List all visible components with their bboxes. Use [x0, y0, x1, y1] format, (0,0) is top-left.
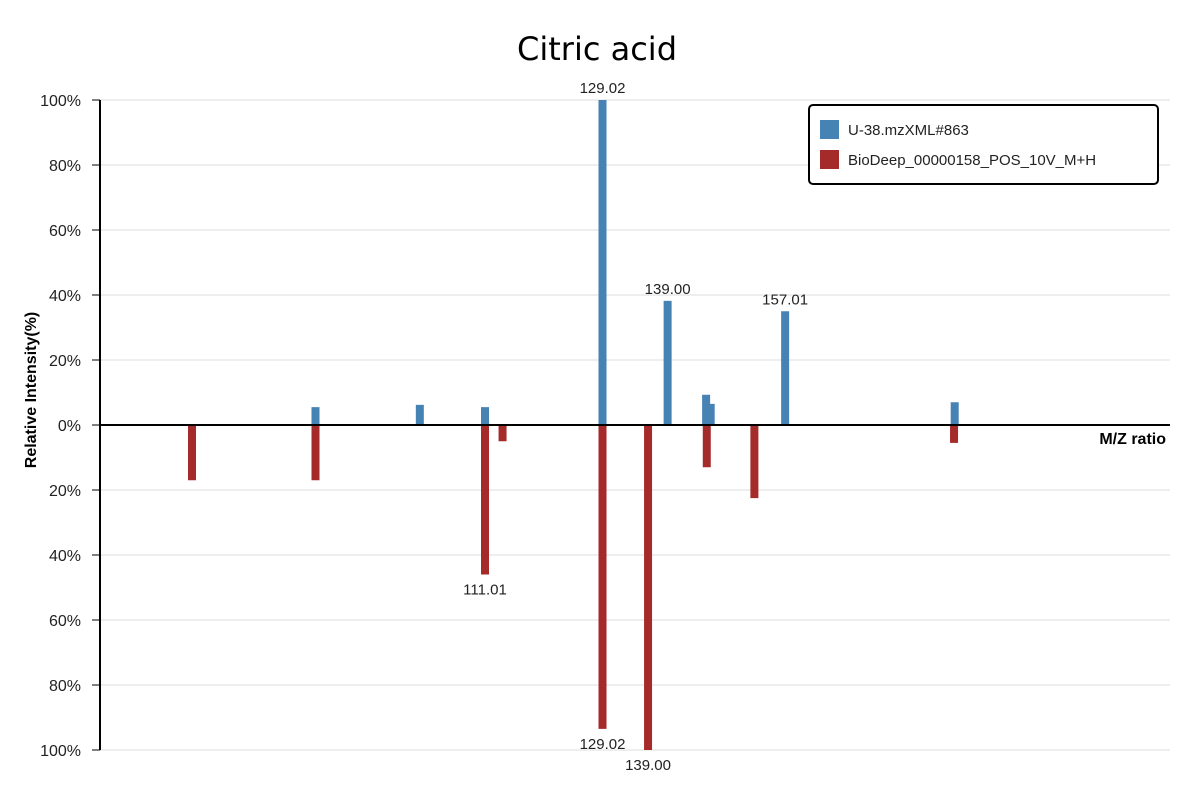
bar — [187, 425, 196, 481]
bar — [311, 425, 320, 481]
bar — [663, 300, 672, 425]
bar — [415, 404, 424, 425]
data-labels: 129.02 139.00 157.01 111.01 129.02 139.00 — [463, 80, 808, 774]
y-axis-title: Relative Intensity(%) — [23, 312, 40, 468]
y-tick-label: 80% — [49, 678, 81, 695]
y-tick-label: 20% — [49, 483, 81, 500]
y-tick-label: 0% — [58, 418, 81, 435]
y-tick-label: 40% — [49, 288, 81, 305]
y-tick-label: 40% — [49, 548, 81, 565]
grid-lines — [100, 99, 1170, 751]
legend-swatch-series-2 — [820, 150, 839, 169]
axes — [99, 100, 1170, 750]
bar — [750, 425, 759, 499]
y-tick-labels: 100% 80% 60% 40% 20% 0% 20% 40% 60% 80% 100% — [40, 93, 100, 760]
bar — [706, 403, 715, 425]
bar — [481, 425, 490, 575]
legend: U-38.mzXML#863 BioDeep_00000158_POS_10V_… — [808, 104, 1159, 185]
legend-swatch-series-1 — [820, 120, 839, 139]
bars — [187, 100, 959, 750]
legend-label-series-2: BioDeep_00000158_POS_10V_M+H — [848, 152, 1096, 169]
peak-label: 139.00 — [645, 281, 691, 298]
y-tick-label: 60% — [49, 223, 81, 240]
bar — [311, 407, 320, 425]
y-tick-label: 100% — [40, 743, 81, 760]
legend-label-series-1: U-38.mzXML#863 — [848, 122, 969, 139]
peak-label: 129.02 — [580, 736, 626, 753]
y-tick-label: 80% — [49, 158, 81, 175]
bar — [644, 425, 653, 750]
y-tick-label: 100% — [40, 93, 81, 110]
bar — [950, 425, 959, 443]
bar — [598, 100, 607, 425]
bar — [702, 394, 711, 425]
peak-label: 111.01 — [463, 582, 507, 599]
peak-label: 129.02 — [580, 80, 626, 97]
x-axis-title: M/Z ratio — [1099, 431, 1166, 448]
bar — [598, 425, 607, 729]
bar — [702, 425, 711, 468]
bar — [781, 311, 790, 425]
legend-box — [808, 104, 1159, 185]
peak-label: 157.01 — [762, 291, 808, 308]
y-tick-label: 60% — [49, 613, 81, 630]
bar — [950, 402, 959, 425]
y-tick-label: 20% — [49, 353, 81, 370]
bar — [498, 425, 507, 442]
bar — [481, 407, 490, 425]
peak-label: 139.00 — [625, 757, 671, 774]
chart-title: Citric acid — [517, 30, 677, 68]
